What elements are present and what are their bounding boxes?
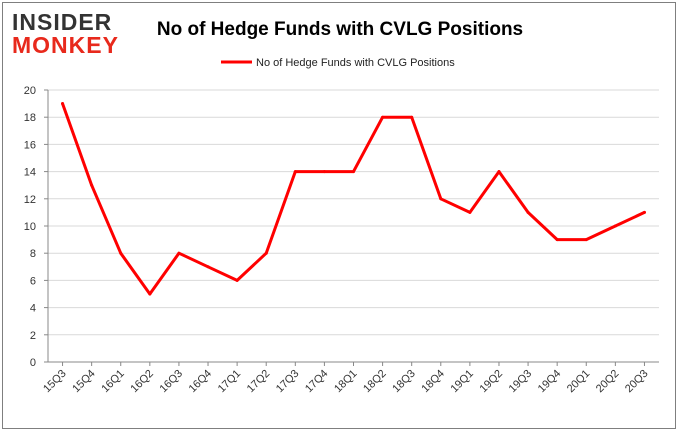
data-point-17Q2 <box>264 251 268 255</box>
y-tick-label-18: 18 <box>24 112 36 124</box>
grid-lines <box>44 89 659 363</box>
y-tick-label-2: 2 <box>30 330 36 342</box>
x-tick-label-17Q4: 17Q4 <box>303 368 331 396</box>
x-tick-label-18Q4: 18Q4 <box>419 368 447 396</box>
x-tick-label-15Q4: 15Q4 <box>70 368 98 396</box>
x-tick-label-16Q4: 16Q4 <box>187 368 215 396</box>
x-tick-label-19Q3: 19Q3 <box>507 368 535 396</box>
insider-monkey-logo: INSIDER MONKEY <box>12 9 119 58</box>
logo-insider-text: INSIDER <box>12 9 112 35</box>
y-axis-tick-labels: 0 2 4 6 8 10 12 14 16 18 20 <box>24 85 36 369</box>
x-tick-label-17Q3: 17Q3 <box>274 368 302 396</box>
y-tick-label-14: 14 <box>24 167 36 179</box>
x-axis-tick-labels: 15Q3 15Q4 16Q1 16Q2 16Q3 16Q4 17Q1 17Q2 17Q3 17Q4… <box>41 368 650 396</box>
data-point-17Q1 <box>235 278 239 282</box>
x-tick-label-20Q2: 20Q2 <box>594 368 622 396</box>
chart-legend: No of Hedge Funds with CVLG Positions <box>221 57 455 69</box>
data-point-19Q3 <box>526 210 530 214</box>
y-tick-label-6: 6 <box>30 275 36 287</box>
series-layer <box>61 102 646 296</box>
data-point-19Q2 <box>497 170 501 174</box>
x-tick-label-19Q4: 19Q4 <box>536 368 564 396</box>
data-point-18Q1 <box>352 170 355 174</box>
x-tick-label-16Q1: 16Q1 <box>99 368 127 396</box>
x-tick-label-17Q2: 17Q2 <box>245 368 273 396</box>
data-point-18Q2 <box>381 115 385 119</box>
data-point-18Q3 <box>410 115 414 119</box>
data-point-16Q2 <box>148 292 152 296</box>
data-point-16Q3 <box>177 251 181 255</box>
data-point-15Q4 <box>90 183 94 187</box>
data-point-19Q4 <box>555 238 559 242</box>
data-point-18Q4 <box>439 197 443 201</box>
x-tick-label-19Q1: 19Q1 <box>448 368 476 396</box>
x-tick-label-20Q1: 20Q1 <box>565 368 593 396</box>
x-tick-label-18Q3: 18Q3 <box>390 368 418 396</box>
x-tick-label-16Q2: 16Q2 <box>128 368 156 396</box>
data-point-20Q2 <box>613 224 617 228</box>
data-point-20Q1 <box>584 238 588 242</box>
x-tick-label-20Q3: 20Q3 <box>623 368 651 396</box>
chart-title: No of Hedge Funds with CVLG Positions <box>157 19 523 40</box>
logo-monkey-text: MONKEY <box>12 32 119 58</box>
data-point-17Q4 <box>322 170 326 174</box>
y-tick-label-16: 16 <box>24 139 36 151</box>
y-tick-label-8: 8 <box>30 248 36 260</box>
x-tick-label-19Q2: 19Q2 <box>478 368 506 396</box>
chart-frame <box>2 2 676 429</box>
y-tick-label-12: 12 <box>24 194 36 206</box>
y-tick-label-4: 4 <box>30 303 36 315</box>
x-tick-label-16Q3: 16Q3 <box>158 368 186 396</box>
data-point-20Q3 <box>642 210 646 214</box>
legend-label: No of Hedge Funds with CVLG Positions <box>256 57 455 69</box>
data-point-16Q1 <box>119 251 123 255</box>
axes <box>47 90 659 366</box>
data-point-17Q3 <box>293 170 297 174</box>
x-tick-label-17Q1: 17Q1 <box>216 368 244 396</box>
y-tick-label-10: 10 <box>24 221 36 233</box>
x-tick-label-18Q1: 18Q1 <box>332 368 360 396</box>
data-point-15Q3 <box>61 102 65 106</box>
x-tick-label-15Q3: 15Q3 <box>41 368 69 396</box>
x-tick-label-18Q2: 18Q2 <box>361 368 389 396</box>
data-point-16Q4 <box>206 265 210 269</box>
data-point-19Q1 <box>468 210 472 214</box>
y-tick-label-20: 20 <box>24 85 36 97</box>
y-tick-label-0: 0 <box>30 357 36 369</box>
